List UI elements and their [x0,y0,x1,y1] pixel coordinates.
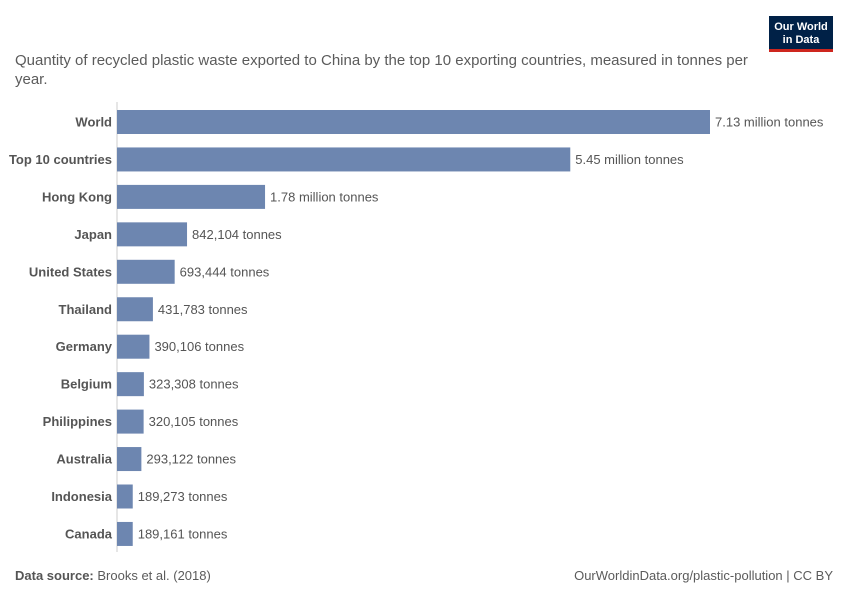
category-label: Germany [56,339,113,354]
logo-line-2: in Data [782,34,820,46]
bar[interactable] [117,447,142,472]
value-label: 390,106 tonnes [154,339,244,354]
data-source-text: Brooks et al. (2018) [97,568,211,583]
data-source-label: Data source: [15,568,94,583]
bar[interactable] [117,334,150,359]
value-label: 7.13 million tonnes [715,115,824,130]
bar-chart: World 7.13 million tonnes Top 10 countries… [9,102,824,552]
category-label: Hong Kong [42,189,112,204]
bar[interactable] [117,222,188,247]
value-label: 189,273 tonnes [138,489,228,504]
value-label: 293,122 tonnes [146,452,236,467]
category-label: Japan [74,227,112,242]
category-label: World [75,115,112,130]
category-label: Top 10 countries [9,152,112,167]
source-url-link[interactable]: OurWorldinData.org/plastic-pollution | C… [574,568,833,583]
value-label: 842,104 tonnes [192,227,282,242]
category-label: Thailand [59,302,113,317]
category-label: Belgium [61,377,112,392]
bar[interactable] [117,147,571,172]
bar[interactable] [117,521,133,546]
bar[interactable] [117,484,133,509]
value-label: 431,783 tonnes [158,302,248,317]
bar[interactable] [117,259,175,284]
value-label: 1.78 million tonnes [270,189,379,204]
value-label: 323,308 tonnes [149,377,239,392]
category-label: Australia [56,452,112,467]
category-label: Canada [65,526,113,541]
bar[interactable] [117,184,266,209]
value-label: 189,161 tonnes [138,526,228,541]
data-source: Data source: Brooks et al. (2018) [15,568,211,583]
category-label: Philippines [43,414,112,429]
bar[interactable] [117,110,710,134]
category-label: Indonesia [51,489,112,504]
value-label: 320,105 tonnes [149,414,239,429]
value-label: 693,444 tonnes [180,264,270,279]
value-label: 5.45 million tonnes [575,152,684,167]
bar[interactable] [117,372,144,397]
category-label: United States [29,264,112,279]
chart-subtitle: Quantity of recycled plastic waste expor… [15,52,748,88]
bar[interactable] [117,409,144,434]
bar[interactable] [117,297,153,322]
owid-logo[interactable]: Our World in Data [769,16,833,52]
logo-line-1: Our World [774,21,828,33]
